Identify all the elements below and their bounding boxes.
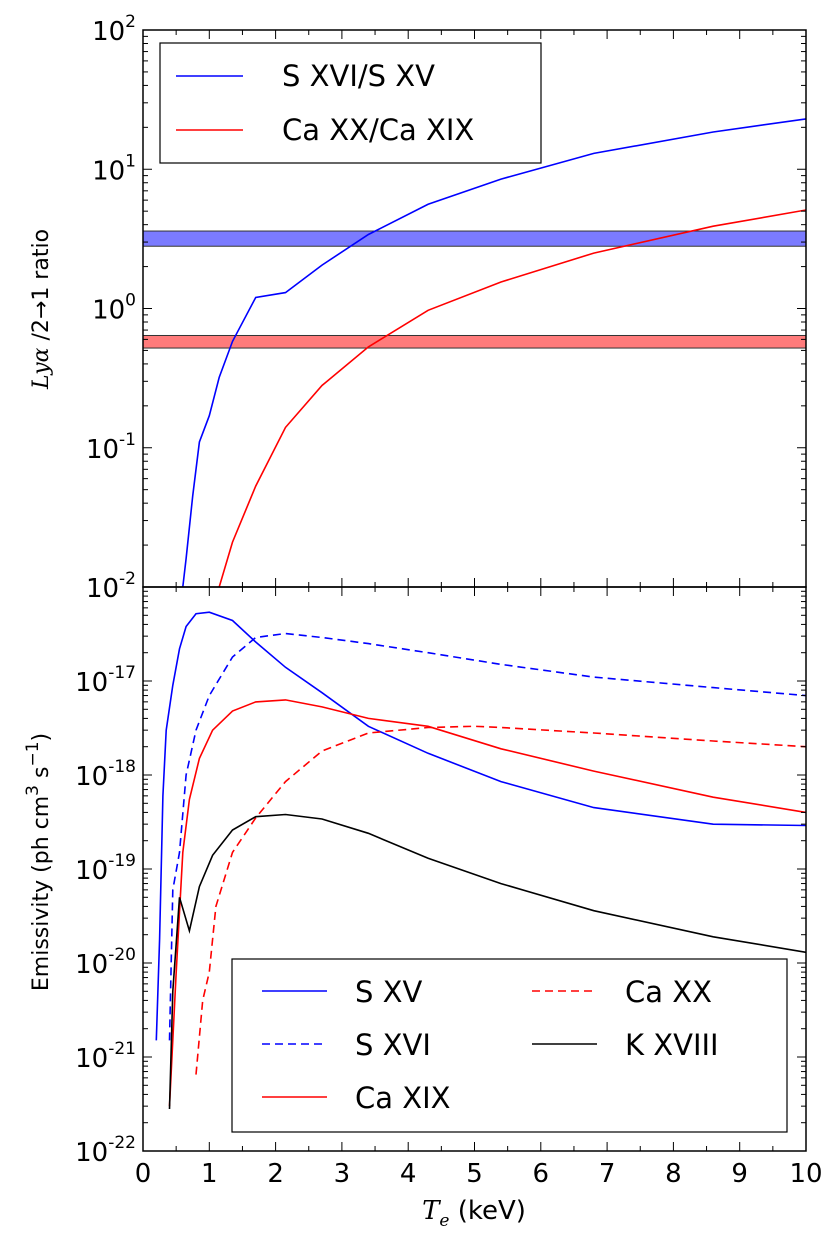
x-tick-label: 8 bbox=[665, 1159, 682, 1189]
legend-label: S XVI bbox=[355, 1028, 431, 1062]
bottom-panel: 0 1 2 3 4 5 6 7 8 9 10 10-22 10-21 10-20 10-19 10-18 10-… bbox=[75, 586, 823, 1189]
y-tick-label: 102 bbox=[92, 12, 136, 47]
top-panel: 10-2 10-1 100 101 102 S XVI/S XV Ca XX/Ca XIX bbox=[86, 12, 807, 604]
top-y-label-suffix: /2→1 ratio bbox=[29, 229, 54, 348]
y-tick-label: 101 bbox=[92, 151, 136, 186]
legend-label: K XVIII bbox=[625, 1028, 719, 1062]
x-tick-label: 2 bbox=[267, 1159, 284, 1189]
x-tick-label: 5 bbox=[466, 1159, 483, 1189]
legend-label: S XV bbox=[355, 975, 422, 1009]
y-tick-label: 10-1 bbox=[86, 430, 136, 465]
legend-label: S XVI/S XV bbox=[282, 59, 435, 93]
x-tick-label: 10 bbox=[789, 1159, 822, 1189]
legend-label: Ca XIX bbox=[355, 1081, 451, 1115]
x-tick-label: 1 bbox=[201, 1159, 218, 1189]
y-tick-label: 10-2 bbox=[86, 569, 136, 604]
y-tick-label: 10-18 bbox=[75, 757, 136, 792]
x-tick-label: 7 bbox=[599, 1159, 616, 1189]
x-tick-label: 3 bbox=[334, 1159, 351, 1189]
x-label-subscript: e bbox=[439, 1211, 449, 1231]
y-tick-label: 10-22 bbox=[75, 1133, 136, 1168]
x-tick-label: 6 bbox=[533, 1159, 550, 1189]
band-s-xvi-s-xv-measured bbox=[142, 230, 807, 247]
bottom-y-label-text: Emissivity (ph cm bbox=[29, 796, 54, 991]
bottom-y-label-end: ) bbox=[29, 733, 54, 742]
bottom-y-label-mid: s bbox=[29, 767, 54, 785]
top-legend-box bbox=[159, 42, 542, 164]
top-y-axis-label: Lyα /2→1 ratio bbox=[29, 229, 54, 390]
y-tick-label: 10-17 bbox=[75, 663, 136, 698]
series-line-ca-xix bbox=[168, 699, 806, 1107]
bottom-legend-box bbox=[231, 958, 788, 1133]
series-line-s-xvi-s-xv bbox=[182, 118, 806, 587]
bottom-y-label-exp2: −1 bbox=[23, 741, 43, 766]
y-tick-label: 100 bbox=[92, 291, 136, 326]
x-tick-label: 0 bbox=[135, 1159, 152, 1189]
top-y-label-symbol: Lyα bbox=[29, 347, 54, 390]
y-tick-label: 10-20 bbox=[75, 945, 136, 980]
x-tick-label: 4 bbox=[400, 1159, 417, 1189]
series-line-ca-xx-ca-xix bbox=[218, 209, 806, 587]
legend-label: Ca XX/Ca XIX bbox=[282, 113, 474, 147]
y-tick-label: 10-21 bbox=[75, 1039, 136, 1074]
bottom-y-label-exp1: 3 bbox=[23, 785, 43, 796]
series-line-k-xviii bbox=[168, 813, 806, 1110]
x-label-unit: (keV) bbox=[449, 1196, 525, 1226]
band-ca-xx-ca-xix-measured bbox=[142, 334, 807, 349]
series-line-s-xv bbox=[155, 611, 806, 1041]
series-line-s-xvi bbox=[168, 632, 806, 1041]
legend-label: Ca XX bbox=[625, 975, 712, 1009]
x-axis-label: Te (keV) bbox=[422, 1196, 526, 1231]
y-tick-label: 10-19 bbox=[75, 851, 136, 886]
x-label-symbol: T bbox=[422, 1196, 441, 1226]
x-tick-label: 9 bbox=[731, 1159, 748, 1189]
bottom-y-axis-label: Emissivity (ph cm3 s−1) bbox=[23, 733, 54, 991]
